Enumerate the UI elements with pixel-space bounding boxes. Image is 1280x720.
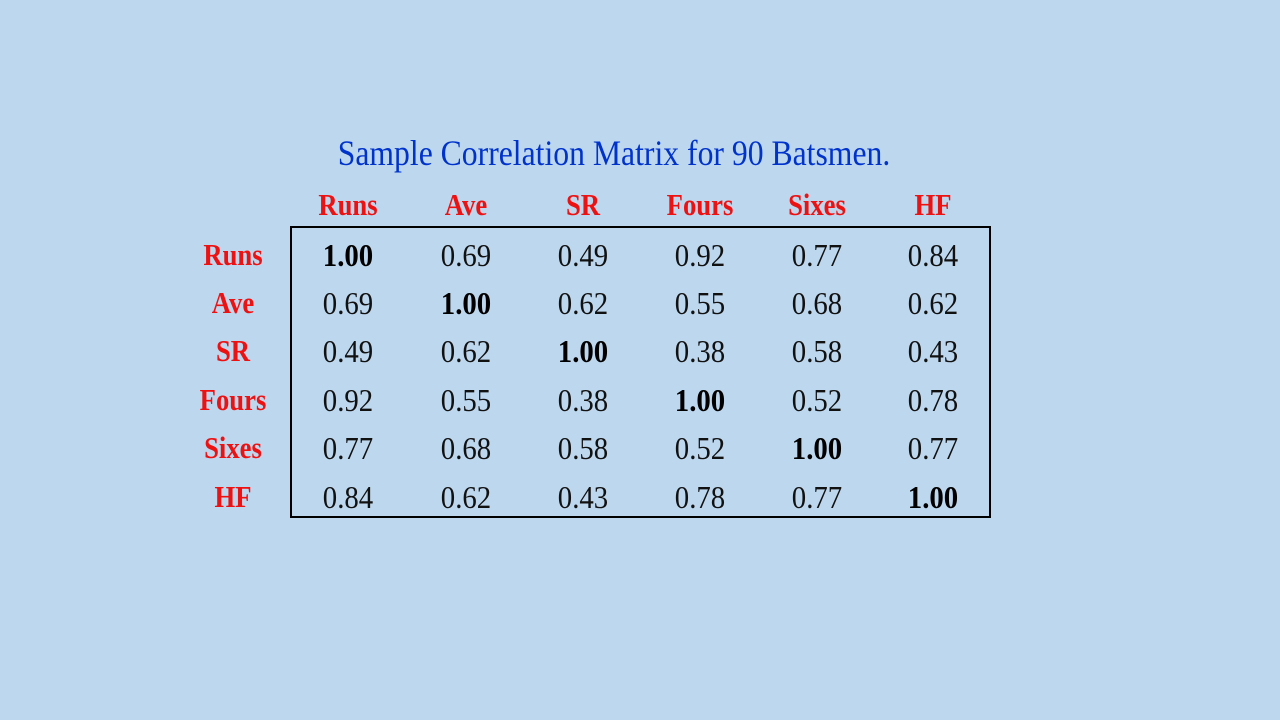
matrix-cell-runs-sixes: 0.77 bbox=[791, 237, 843, 273]
matrix-cell-sr-sr: 1.00 bbox=[557, 333, 609, 369]
matrix-cell-sr-fours: 0.38 bbox=[674, 333, 726, 369]
matrix-cell-runs-sr: 0.49 bbox=[557, 237, 609, 273]
matrix-cell-sixes-fours: 0.52 bbox=[674, 430, 726, 466]
column-header-hf: HF bbox=[914, 187, 952, 222]
matrix-cell-fours-ave: 0.55 bbox=[440, 382, 492, 418]
matrix-cell-hf-runs: 0.84 bbox=[322, 479, 374, 515]
matrix-cell-sixes-runs: 0.77 bbox=[322, 430, 374, 466]
matrix-cell-fours-runs: 0.92 bbox=[322, 382, 374, 418]
row-header-fours: Fours bbox=[199, 382, 267, 417]
row-header-sixes: Sixes bbox=[204, 430, 262, 465]
matrix-cell-hf-hf: 1.00 bbox=[907, 479, 959, 515]
matrix-cell-sixes-ave: 0.68 bbox=[440, 430, 492, 466]
matrix-cell-fours-fours: 1.00 bbox=[674, 382, 726, 418]
matrix-cell-fours-sr: 0.38 bbox=[557, 382, 609, 418]
matrix-cell-hf-fours: 0.78 bbox=[674, 479, 726, 515]
column-header-fours: Fours bbox=[666, 187, 734, 222]
row-header-runs: Runs bbox=[203, 237, 263, 272]
row-header-sr: SR bbox=[215, 333, 251, 368]
matrix-cell-sixes-hf: 0.77 bbox=[907, 430, 959, 466]
matrix-cell-ave-sixes: 0.68 bbox=[791, 285, 843, 321]
matrix-cell-sixes-sixes: 1.00 bbox=[791, 430, 843, 466]
matrix-cell-hf-sr: 0.43 bbox=[557, 479, 609, 515]
matrix-border bbox=[290, 226, 991, 518]
column-header-sr: SR bbox=[565, 187, 601, 222]
matrix-cell-sr-runs: 0.49 bbox=[322, 333, 374, 369]
matrix-cell-ave-ave: 1.00 bbox=[440, 285, 492, 321]
column-header-runs: Runs bbox=[318, 187, 378, 222]
matrix-cell-sr-ave: 0.62 bbox=[440, 333, 492, 369]
matrix-cell-runs-runs: 1.00 bbox=[322, 237, 374, 273]
matrix-cell-sr-sixes: 0.58 bbox=[791, 333, 843, 369]
matrix-cell-sixes-sr: 0.58 bbox=[557, 430, 609, 466]
matrix-cell-runs-hf: 0.84 bbox=[907, 237, 959, 273]
matrix-cell-ave-sr: 0.62 bbox=[557, 285, 609, 321]
matrix-cell-ave-fours: 0.55 bbox=[674, 285, 726, 321]
column-header-sixes: Sixes bbox=[788, 187, 846, 222]
matrix-cell-fours-hf: 0.78 bbox=[907, 382, 959, 418]
matrix-cell-ave-runs: 0.69 bbox=[322, 285, 374, 321]
matrix-cell-runs-ave: 0.69 bbox=[440, 237, 492, 273]
matrix-cell-ave-hf: 0.62 bbox=[907, 285, 959, 321]
matrix-cell-hf-sixes: 0.77 bbox=[791, 479, 843, 515]
matrix-title: Sample Correlation Matrix for 90 Batsmen… bbox=[337, 133, 891, 173]
row-header-ave: Ave bbox=[211, 285, 255, 320]
matrix-cell-fours-sixes: 0.52 bbox=[791, 382, 843, 418]
matrix-cell-hf-ave: 0.62 bbox=[440, 479, 492, 515]
matrix-cell-runs-fours: 0.92 bbox=[674, 237, 726, 273]
row-header-hf: HF bbox=[214, 479, 252, 514]
matrix-cell-sr-hf: 0.43 bbox=[907, 333, 959, 369]
column-header-ave: Ave bbox=[444, 187, 488, 222]
